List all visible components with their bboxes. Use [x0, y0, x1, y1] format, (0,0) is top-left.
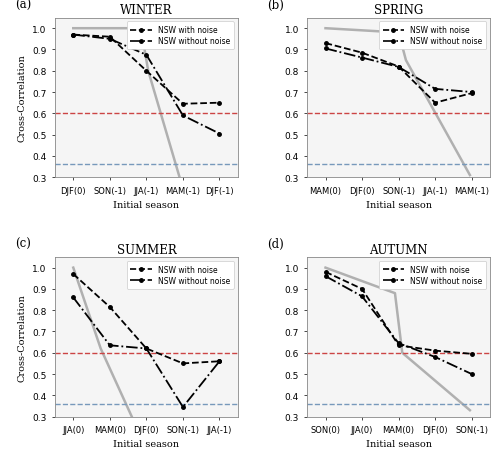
Text: (b): (b) [267, 0, 284, 12]
Title: SPRING: SPRING [374, 4, 423, 17]
Y-axis label: Cross-Correlation: Cross-Correlation [18, 293, 26, 381]
Text: (a): (a) [15, 0, 31, 12]
Legend: NSW with noise, NSW without noise: NSW with noise, NSW without noise [379, 261, 486, 289]
Title: SUMMER: SUMMER [116, 243, 176, 256]
Legend: NSW with noise, NSW without noise: NSW with noise, NSW without noise [126, 22, 234, 50]
Text: (d): (d) [267, 238, 284, 251]
Text: (c): (c) [15, 238, 30, 251]
Title: AUTUMN: AUTUMN [370, 243, 428, 256]
Legend: NSW with noise, NSW without noise: NSW with noise, NSW without noise [126, 261, 234, 289]
Legend: NSW with noise, NSW without noise: NSW with noise, NSW without noise [379, 22, 486, 50]
X-axis label: Initial season: Initial season [366, 200, 432, 210]
Y-axis label: Cross-Correlation: Cross-Correlation [18, 54, 26, 142]
X-axis label: Initial season: Initial season [114, 200, 180, 210]
Title: WINTER: WINTER [120, 4, 172, 17]
X-axis label: Initial season: Initial season [366, 439, 432, 449]
X-axis label: Initial season: Initial season [114, 439, 180, 449]
